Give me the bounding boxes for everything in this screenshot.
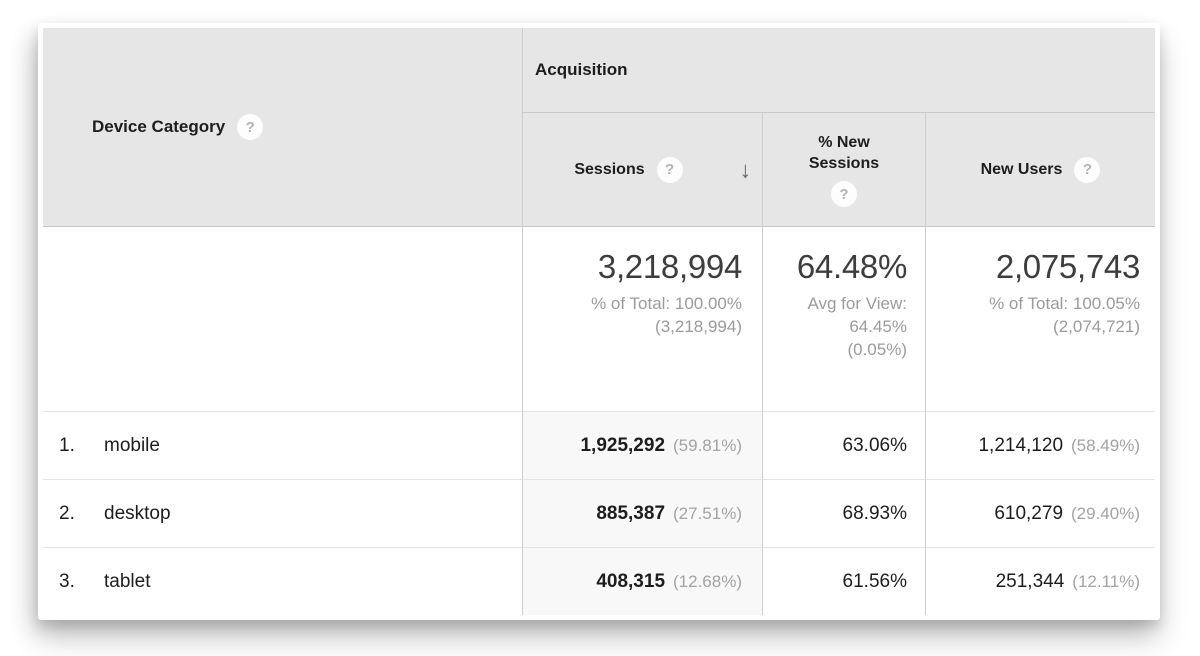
- sessions-share: (59.81%): [673, 435, 742, 455]
- percent-new-sessions-value: 63.06%: [842, 434, 907, 456]
- device-value: mobile: [104, 434, 160, 456]
- summary-new-users-total-paren: (2,074,721): [1053, 316, 1140, 336]
- percent-new-sessions-label-line1: % New: [818, 134, 870, 151]
- sessions-value: 1,925,292: [580, 434, 666, 456]
- sessions-share: (27.51%): [673, 503, 742, 523]
- new-users-share: (58.49%): [1071, 435, 1140, 455]
- column-header-percent-new-sessions[interactable]: % New Sessions ?: [762, 113, 925, 227]
- summary-new-users-percent-of-total: % of Total: 100.05%: [989, 293, 1140, 313]
- summary-sessions: 3,218,994 % of Total: 100.00% (3,218,994…: [523, 227, 762, 411]
- summary-sessions-total-paren: (3,218,994): [655, 316, 742, 336]
- column-header-new-users[interactable]: New Users ?: [925, 113, 1155, 227]
- row-rank: 3.: [59, 570, 75, 592]
- percent-new-sessions-value: 68.93%: [842, 502, 907, 524]
- summary-new-users: 2,075,743 % of Total: 100.05% (2,074,721…: [925, 227, 1155, 411]
- table-row-dimension-mobile: 1. mobile: [43, 411, 523, 479]
- tablet-percent-new-sessions-cell: 61.56%: [762, 547, 925, 615]
- group-header-acquisition: Acquisition: [523, 28, 1155, 113]
- sessions-share: (12.68%): [673, 571, 742, 591]
- help-icon[interactable]: ?: [656, 156, 683, 183]
- help-icon[interactable]: ?: [1074, 156, 1101, 183]
- new-users-label: New Users: [980, 160, 1063, 178]
- sort-descending-icon[interactable]: ↓: [739, 156, 752, 182]
- device-value: desktop: [104, 502, 171, 524]
- analytics-report-card: Device Category ? Acquisition Sessions ?…: [38, 23, 1160, 620]
- percent-new-sessions-value: 61.56%: [842, 570, 907, 592]
- new-users-value: 1,214,120: [978, 434, 1064, 456]
- column-header-device-category[interactable]: Device Category ?: [43, 28, 523, 227]
- row-rank: 2.: [59, 502, 75, 524]
- sessions-label: Sessions: [574, 160, 645, 178]
- device-category-label: Device Category: [92, 117, 226, 136]
- summary-avg-delta: (0.05%): [847, 339, 907, 359]
- column-header-sessions[interactable]: Sessions ? ↓: [523, 113, 762, 227]
- sessions-value: 408,315: [596, 570, 666, 592]
- sessions-value: 885,387: [596, 502, 666, 524]
- table-row-dimension-tablet: 3. tablet: [43, 547, 523, 615]
- summary-row-dimension-cell: [43, 227, 523, 411]
- mobile-percent-new-sessions-cell: 63.06%: [762, 411, 925, 479]
- summary-avg-for-view-value: 64.45%: [849, 316, 907, 336]
- summary-sessions-percent-of-total: % of Total: 100.00%: [591, 293, 742, 313]
- desktop-sessions-cell: 885,387 (27.51%): [523, 479, 762, 547]
- desktop-new-users-cell: 610,279 (29.40%): [925, 479, 1155, 547]
- new-users-value: 251,344: [995, 570, 1065, 592]
- table-row-dimension-desktop: 2. desktop: [43, 479, 523, 547]
- new-users-value: 610,279: [994, 502, 1064, 524]
- tablet-new-users-cell: 251,344 (12.11%): [925, 547, 1155, 615]
- summary-sessions-total: 3,218,994: [597, 248, 742, 285]
- summary-percent-new-sessions-value: 64.48%: [796, 248, 907, 285]
- summary-avg-for-view-label: Avg for View:: [807, 293, 907, 313]
- acquisition-label: Acquisition: [535, 60, 628, 79]
- percent-new-sessions-label-line2: Sessions: [808, 155, 880, 172]
- tablet-sessions-cell: 408,315 (12.68%): [523, 547, 762, 615]
- new-users-share: (29.40%): [1071, 503, 1140, 523]
- row-rank: 1.: [59, 434, 75, 456]
- summary-percent-new-sessions: 64.48% Avg for View: 64.45% (0.05%): [762, 227, 925, 411]
- mobile-new-users-cell: 1,214,120 (58.49%): [925, 411, 1155, 479]
- summary-new-users-total: 2,075,743: [995, 248, 1140, 285]
- help-icon[interactable]: ?: [237, 114, 264, 140]
- new-users-share: (12.11%): [1072, 571, 1140, 591]
- device-value: tablet: [104, 570, 151, 592]
- mobile-sessions-cell: 1,925,292 (59.81%): [523, 411, 762, 479]
- analytics-table: Device Category ? Acquisition Sessions ?…: [43, 28, 1155, 615]
- help-icon[interactable]: ?: [831, 181, 857, 207]
- desktop-percent-new-sessions-cell: 68.93%: [762, 479, 925, 547]
